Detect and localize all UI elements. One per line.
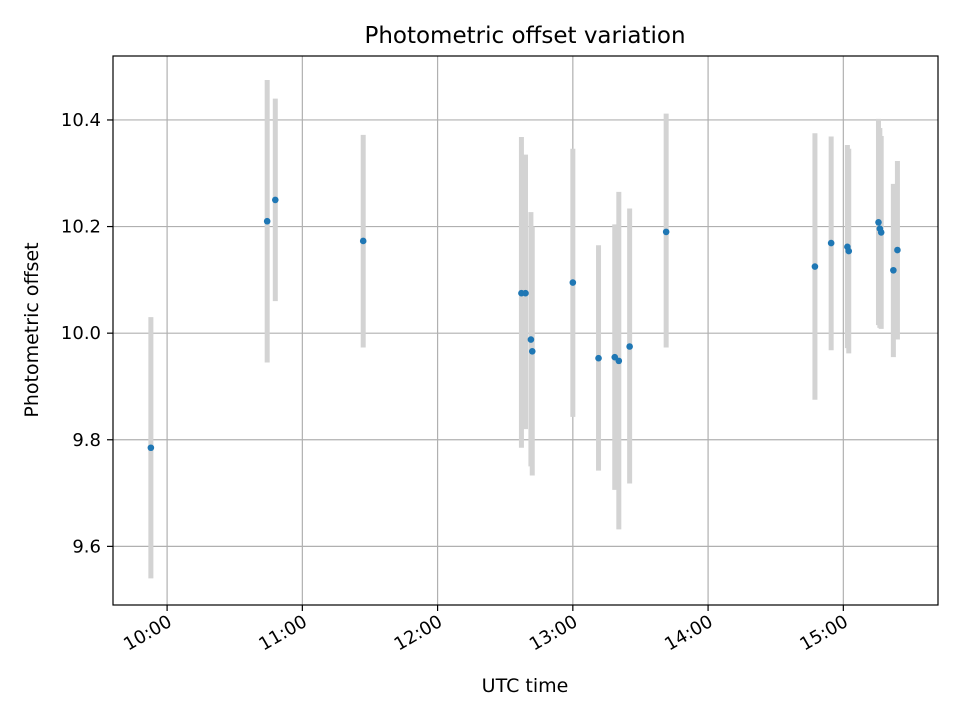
chart-title: Photometric offset variation — [364, 23, 685, 49]
x-tick-label: 12:00 — [391, 611, 446, 655]
y-tick-label: 9.6 — [72, 536, 101, 557]
y-axis-label: Photometric offset — [21, 242, 43, 417]
data-point — [263, 217, 271, 225]
plot-area-frame — [112, 55, 939, 606]
data-point — [662, 228, 670, 236]
data-point — [528, 347, 536, 355]
data-point — [527, 336, 535, 343]
x-tick-label: 11:00 — [255, 611, 310, 655]
x-tick-label: 13:00 — [526, 611, 581, 655]
x-axis-label: UTC time — [482, 675, 569, 697]
x-tick-label: 14:00 — [661, 611, 716, 655]
data-point — [626, 343, 633, 350]
data-point — [522, 289, 529, 297]
y-tick-label: 10.0 — [61, 323, 101, 344]
y-tick-label: 10.4 — [61, 110, 101, 131]
data-point — [271, 196, 279, 204]
data-point — [875, 218, 882, 226]
y-tick-label: 10.2 — [61, 217, 101, 238]
data-point — [894, 246, 901, 254]
tick-layer: 10:00 11:00 12:00 13:00 14:00 15:00 9.6 9.8 10.0… — [61, 110, 852, 655]
data-point — [877, 229, 885, 236]
x-tick-label: 10:00 — [120, 611, 175, 655]
data-point — [595, 354, 602, 362]
data-point — [845, 247, 853, 255]
data-point — [359, 237, 367, 245]
x-tick-label: 15:00 — [796, 611, 851, 655]
y-tick-label: 9.8 — [72, 430, 101, 451]
point-layer — [147, 196, 901, 452]
errorbar-layer — [148, 79, 900, 579]
data-point — [147, 444, 155, 452]
data-point — [890, 266, 897, 274]
data-point — [811, 263, 819, 270]
data-point — [827, 239, 835, 247]
data-point — [569, 279, 577, 286]
data-point — [615, 357, 623, 365]
